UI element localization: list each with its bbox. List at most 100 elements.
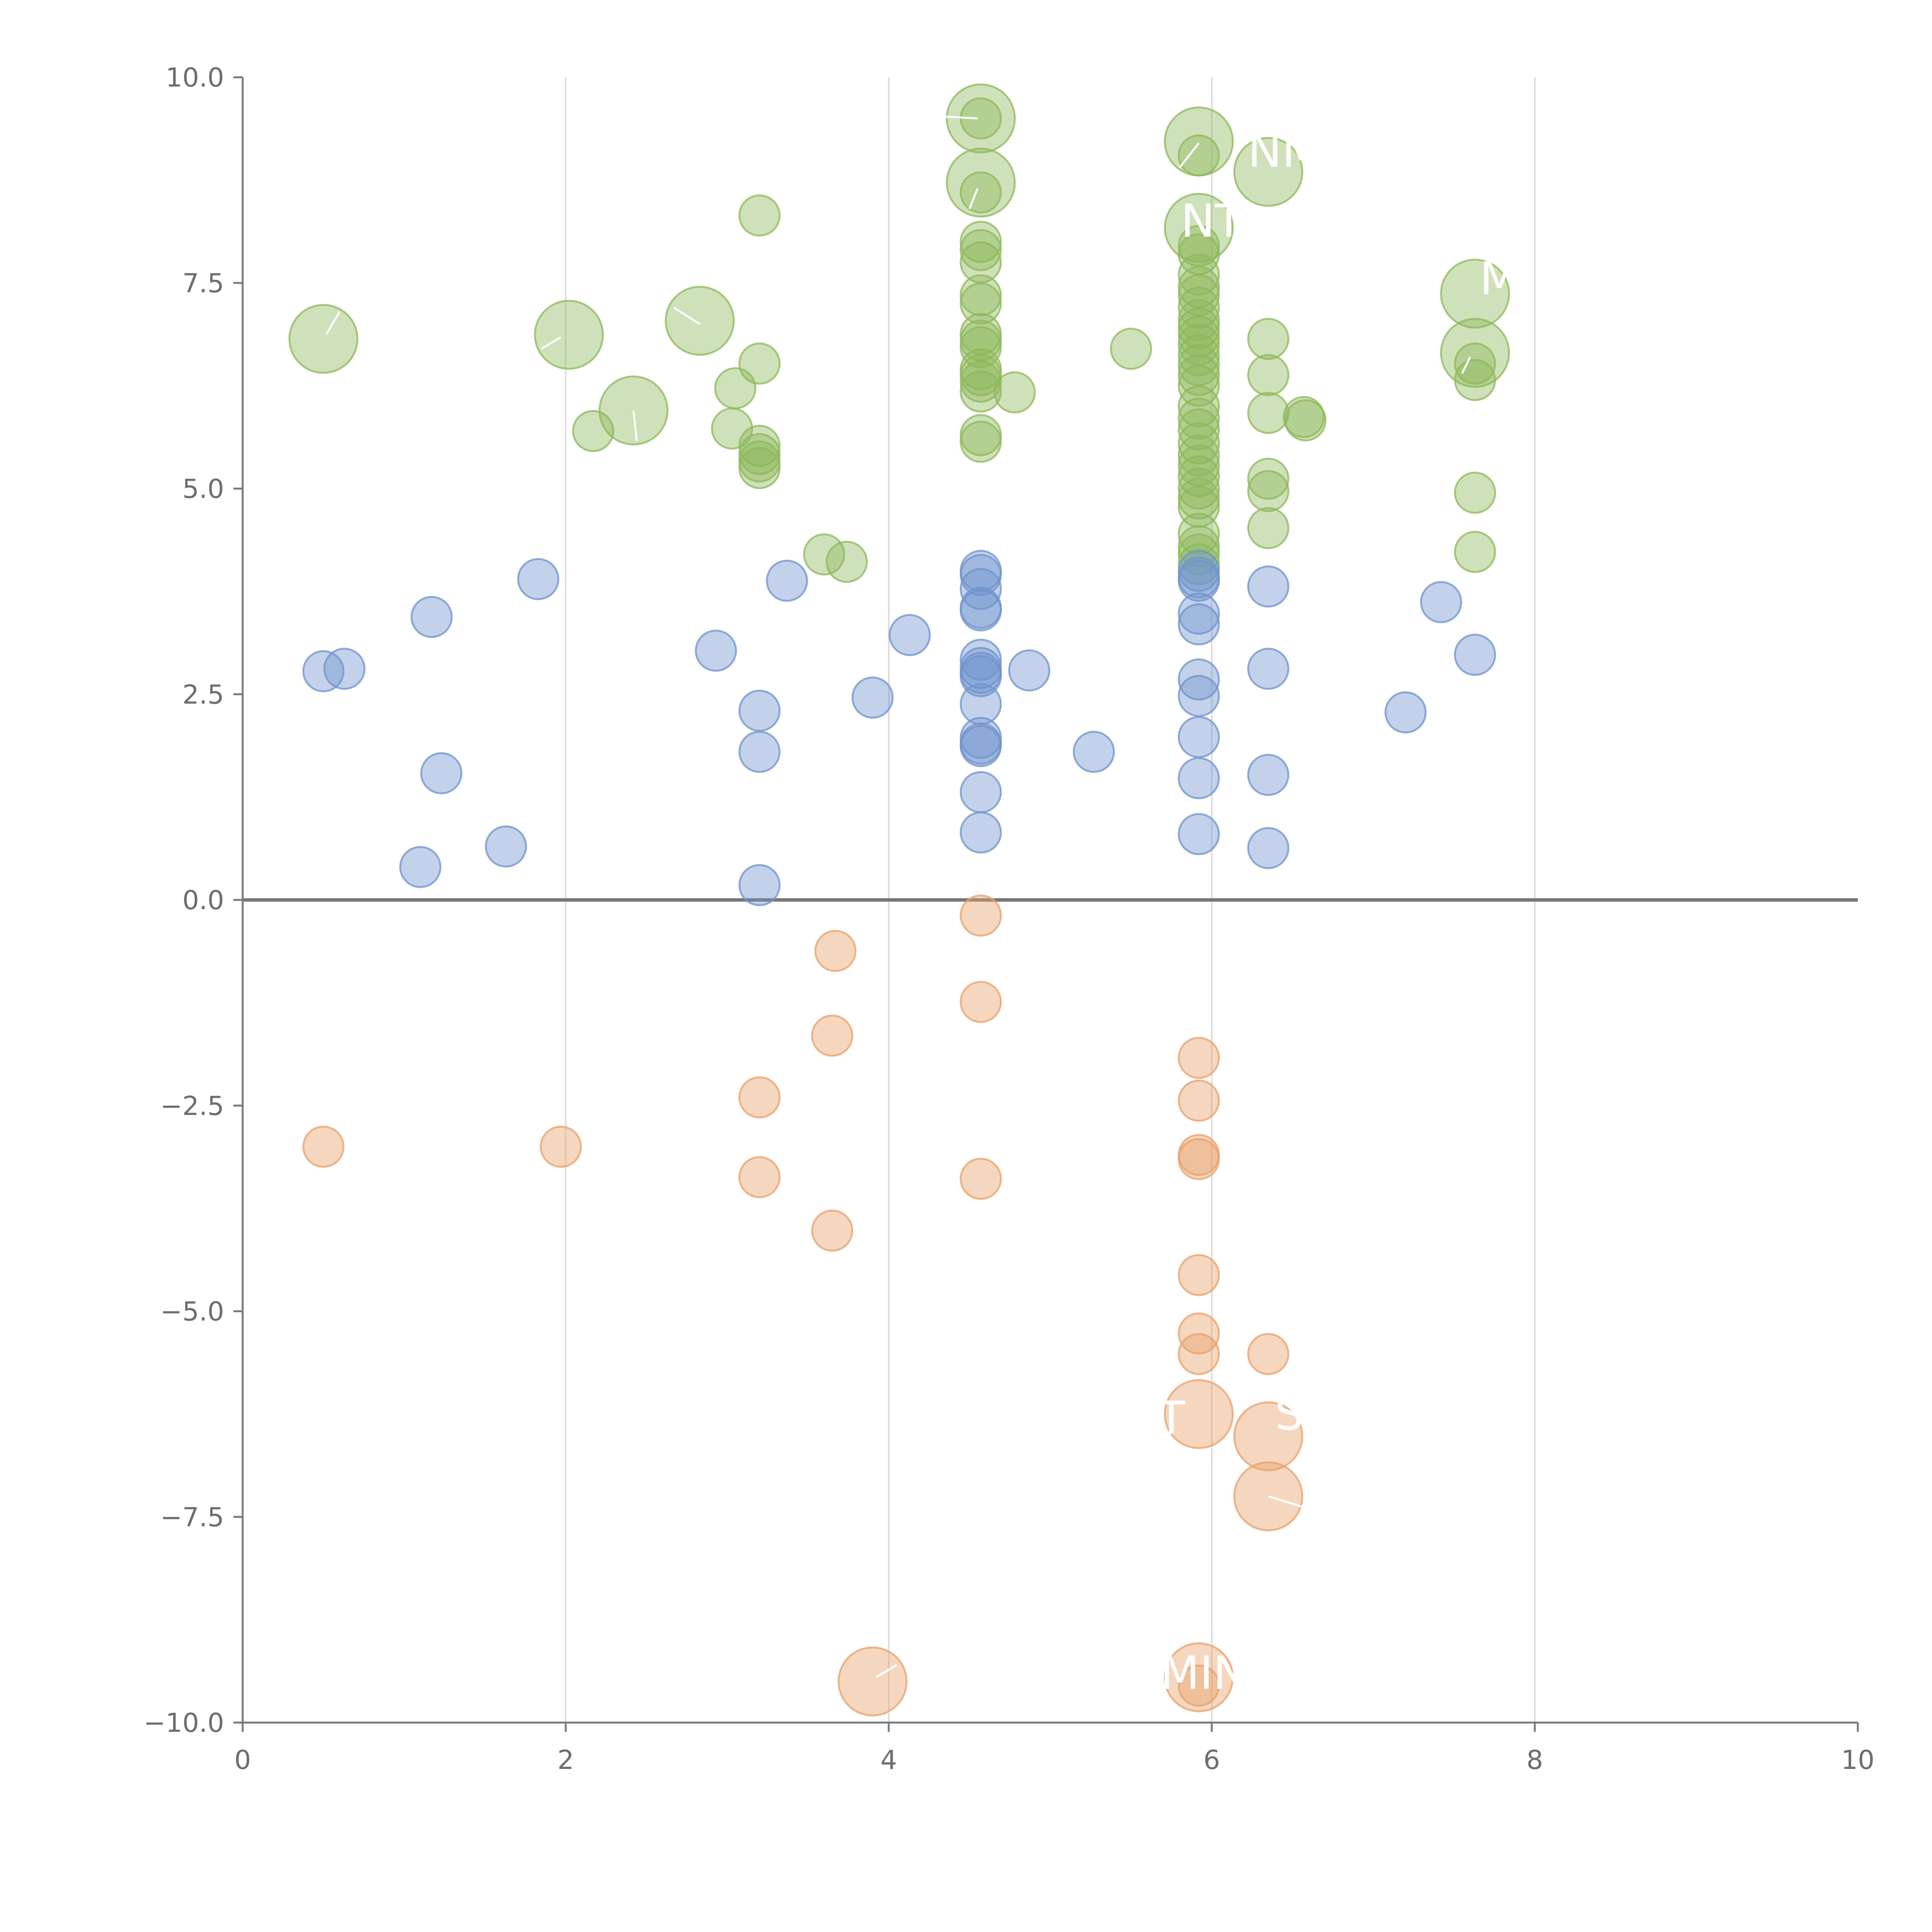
orange-data-point bbox=[1178, 1664, 1220, 1707]
y-tick-label: −2.5 bbox=[160, 1091, 224, 1121]
green-data-point bbox=[1247, 507, 1289, 549]
green-data-point bbox=[1440, 259, 1510, 329]
green-data-point bbox=[1178, 533, 1220, 576]
blue-data-point bbox=[1178, 603, 1220, 646]
green-data-point bbox=[665, 286, 735, 356]
y-tick-label: −5.0 bbox=[160, 1297, 224, 1327]
orange-data-point bbox=[1164, 1379, 1234, 1449]
blue-data-point bbox=[323, 648, 366, 690]
blue-data-point bbox=[399, 846, 442, 888]
orange-data-point bbox=[1178, 1254, 1220, 1296]
green-data-point bbox=[1178, 468, 1220, 510]
orange-data-point bbox=[959, 981, 1002, 1023]
leader-line bbox=[673, 307, 701, 325]
blue-data-point bbox=[1008, 649, 1051, 692]
blue-data-point bbox=[1178, 592, 1220, 635]
orange-data-point bbox=[1178, 1037, 1220, 1079]
orange-data-point bbox=[1178, 1079, 1220, 1122]
green-data-point bbox=[1247, 354, 1289, 396]
orange-data-point bbox=[1247, 1333, 1289, 1375]
blue-data-point bbox=[1178, 675, 1220, 717]
x-tick-label: 8 bbox=[1526, 1745, 1543, 1776]
blue-data-point bbox=[738, 689, 781, 732]
green-data-point bbox=[959, 420, 1002, 463]
blue-data-point bbox=[1454, 634, 1496, 676]
leader-line bbox=[541, 336, 561, 350]
blue-data-point bbox=[420, 752, 463, 794]
orange-data-point bbox=[1178, 1333, 1220, 1375]
green-data-point bbox=[288, 304, 359, 374]
blue-data-point bbox=[959, 568, 1002, 610]
leader-line bbox=[968, 188, 979, 209]
green-data-point bbox=[959, 370, 1002, 413]
blue-data-point bbox=[695, 629, 737, 672]
green-data-point bbox=[959, 171, 1002, 214]
annotation-label: NM bbox=[1248, 124, 1321, 178]
green-data-point bbox=[1178, 408, 1220, 451]
blue-data-point bbox=[410, 596, 453, 638]
blue-data-point bbox=[1247, 753, 1289, 796]
green-data-point bbox=[738, 194, 781, 237]
green-data-point bbox=[572, 410, 614, 452]
green-data-point bbox=[1247, 470, 1289, 512]
leader-lines bbox=[326, 113, 1471, 1679]
leader-line bbox=[875, 1664, 898, 1679]
y-tick-label: 0.0 bbox=[182, 885, 224, 916]
leader-line bbox=[1179, 142, 1200, 168]
leader-line bbox=[905, 113, 978, 119]
green-data-point bbox=[1233, 137, 1303, 207]
green-data-point bbox=[1454, 531, 1496, 573]
y-tick-label: 2.5 bbox=[182, 680, 224, 710]
annotation-label: S bbox=[1275, 1387, 1304, 1440]
blue-data-point bbox=[517, 558, 560, 600]
blue-data-point bbox=[1247, 648, 1289, 690]
green-data-point bbox=[946, 83, 1016, 153]
blue-data-point bbox=[959, 771, 1002, 813]
green-data-point bbox=[959, 361, 1002, 403]
blue-data-point bbox=[1073, 731, 1115, 773]
blue-data-point bbox=[959, 589, 1002, 632]
y-tick-label: 7.5 bbox=[182, 268, 224, 299]
green-data-point bbox=[1178, 422, 1220, 464]
blue-data-point bbox=[1178, 757, 1220, 799]
green-data-point bbox=[1178, 455, 1220, 498]
blue-data-point bbox=[1420, 581, 1463, 623]
orange-data-point bbox=[1233, 1401, 1303, 1471]
orange-data-point bbox=[811, 1209, 854, 1252]
y-tick-label: 5.0 bbox=[182, 474, 224, 505]
green-data-point bbox=[1110, 328, 1152, 370]
green-data-point bbox=[1454, 359, 1496, 401]
blue-data-point bbox=[1247, 827, 1289, 869]
green-data-point bbox=[738, 447, 781, 489]
orange-data-point bbox=[959, 1158, 1002, 1200]
y-tick-label: −10.0 bbox=[144, 1708, 224, 1738]
blue-data-point bbox=[1178, 658, 1220, 701]
blue-data-point bbox=[888, 614, 931, 656]
green-data-point bbox=[946, 148, 1016, 218]
leader-line bbox=[1461, 356, 1471, 374]
green-data-point bbox=[1282, 396, 1325, 438]
blue-data-point bbox=[738, 864, 781, 906]
x-tick-label: 2 bbox=[557, 1745, 574, 1776]
orange-data-point bbox=[738, 1156, 781, 1198]
green-data-point bbox=[1178, 385, 1220, 428]
leader-line bbox=[633, 410, 638, 441]
y-tick-label: 10.0 bbox=[166, 63, 224, 93]
x-tick-label: 6 bbox=[1203, 1745, 1220, 1776]
axes: 0 2 4 6 8 10 −10.0 −7.5 −5.0 −2.5 0.0 2.5 5.0 7.5 10.0 bbox=[144, 63, 1875, 1776]
green-data-point bbox=[825, 541, 868, 583]
green-data-point bbox=[1247, 457, 1289, 500]
green-data-point bbox=[1284, 399, 1327, 442]
orange-data-point bbox=[302, 1126, 345, 1168]
green-data-point bbox=[1247, 318, 1289, 360]
x-tick-label: 4 bbox=[880, 1745, 897, 1776]
green-data-point bbox=[1178, 398, 1220, 440]
orange-data-point bbox=[814, 930, 857, 972]
blue-data-point bbox=[1178, 560, 1220, 602]
data-points bbox=[288, 83, 1510, 1717]
y-tick-label: −7.5 bbox=[160, 1502, 224, 1533]
leader-line bbox=[326, 311, 340, 335]
annotation-label: T bbox=[1157, 1391, 1185, 1444]
orange-data-point bbox=[959, 894, 1002, 937]
